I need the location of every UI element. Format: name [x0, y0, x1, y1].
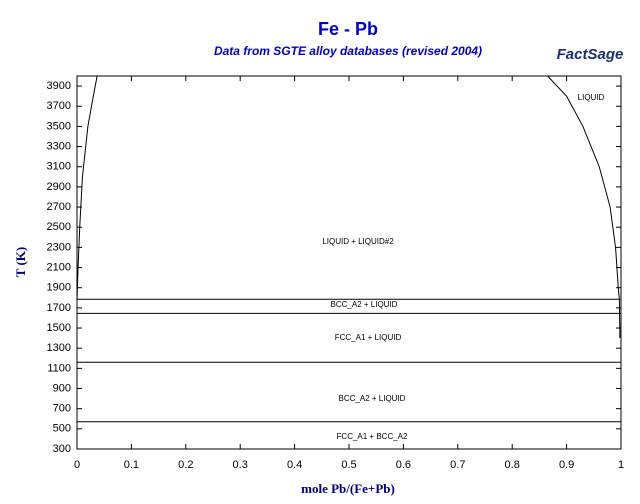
- chart-title: Fe - Pb: [318, 19, 378, 39]
- x-tick-label: 0.9: [559, 459, 574, 471]
- y-tick-label: 1500: [47, 322, 71, 334]
- y-tick-label: 3300: [47, 140, 71, 152]
- phase-label: LIQUID + LIQUID#2: [322, 237, 394, 246]
- x-axis-label: mole Pb/(Fe+Pb): [301, 481, 395, 496]
- logo: FactSage: [557, 46, 624, 63]
- y-tick-label: 2100: [47, 261, 71, 273]
- phase-boundary: [76, 75, 98, 300]
- chart-subtitle: Data from SGTE alloy databases (revised …: [214, 44, 482, 58]
- y-tick-label: 3700: [47, 100, 71, 112]
- y-tick-label: 900: [53, 382, 71, 394]
- y-tick-label: 2700: [47, 201, 71, 213]
- y-tick-label: 2500: [47, 221, 71, 233]
- y-tick-label: 1900: [47, 282, 71, 294]
- y-tick-label: 300: [53, 443, 71, 455]
- phase-label: LIQUID: [578, 93, 605, 102]
- y-tick-label: 700: [53, 403, 71, 415]
- x-tick-label: 0.6: [396, 459, 411, 471]
- plot-frame: [76, 75, 622, 450]
- x-tick-label: 0.7: [450, 459, 465, 471]
- y-tick-label: 2300: [47, 241, 71, 253]
- y-tick-label: 3500: [47, 120, 71, 132]
- x-tick-label: 0.5: [341, 459, 356, 471]
- y-tick-label: 1300: [47, 342, 71, 354]
- y-tick-label: 1700: [47, 302, 71, 314]
- x-tick-label: 0.8: [505, 459, 520, 471]
- y-axis-label: T (K): [13, 247, 28, 277]
- y-tick-label: 500: [53, 423, 71, 435]
- x-tick-label: 0: [74, 459, 80, 471]
- x-tick-label: 0.2: [178, 459, 193, 471]
- phase-label: BCC_A2 + LIQUID: [331, 300, 398, 309]
- y-tick-label: 3100: [47, 161, 71, 173]
- y-tick-label: 3900: [47, 80, 71, 92]
- x-tick-label: 1: [618, 459, 624, 471]
- phase-boundary: [547, 75, 621, 339]
- x-tick-label: 0.1: [124, 459, 139, 471]
- phase-label: FCC_A1 + LIQUID: [335, 333, 402, 342]
- x-tick-label: 0.4: [287, 459, 302, 471]
- phase-label: BCC_A2 + LIQUID: [339, 394, 406, 403]
- y-tick-label: 2900: [47, 181, 71, 193]
- x-tick-label: 0.3: [233, 459, 248, 471]
- phase-label: FCC_A1 + BCC_A2: [337, 432, 408, 441]
- y-tick-label: 1100: [47, 362, 71, 374]
